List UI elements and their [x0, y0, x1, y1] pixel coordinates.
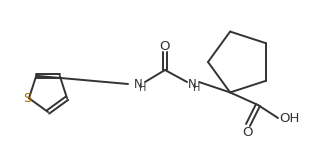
- Text: N: N: [134, 78, 142, 91]
- Text: H: H: [139, 83, 147, 93]
- Text: OH: OH: [279, 112, 299, 125]
- Text: N: N: [188, 78, 196, 91]
- Text: O: O: [160, 40, 170, 53]
- Text: H: H: [193, 83, 201, 93]
- Text: S: S: [23, 92, 31, 105]
- Text: O: O: [243, 126, 253, 139]
